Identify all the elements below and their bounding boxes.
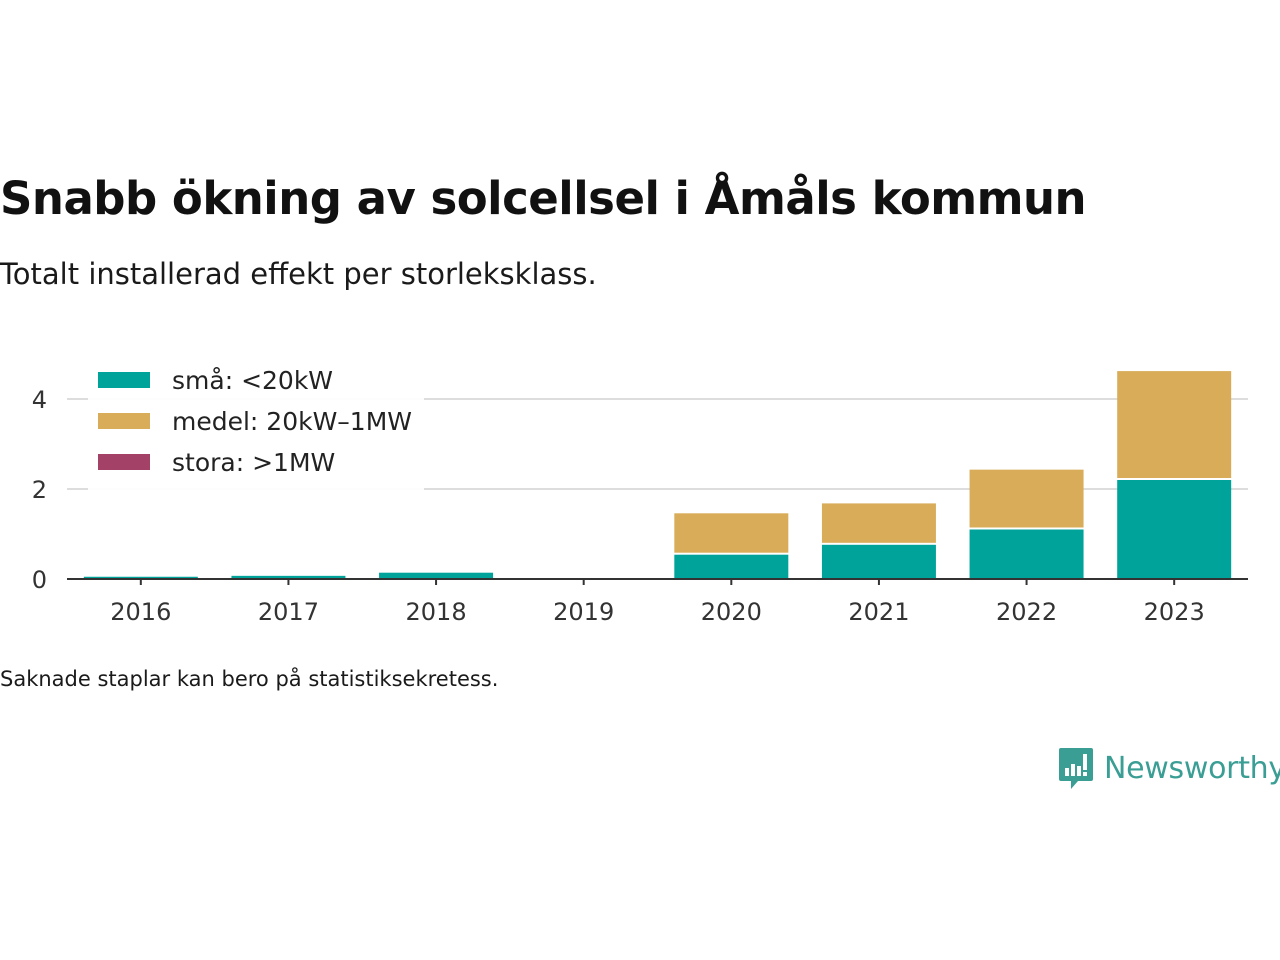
y-tick-label-2: 2 xyxy=(32,476,47,504)
legend-swatch-1 xyxy=(98,413,150,429)
bars xyxy=(83,371,1232,579)
bar-2020-series-1 xyxy=(674,513,789,553)
bar-2020-series-0 xyxy=(674,554,789,579)
x-tick-label-2018: 2018 xyxy=(406,598,467,626)
x-tick-label-2022: 2022 xyxy=(996,598,1057,626)
x-tick-label-2021: 2021 xyxy=(848,598,909,626)
y-tick-label-0: 0 xyxy=(32,566,47,594)
newsworthy-logo-icon xyxy=(1059,748,1093,789)
bar-2023-series-1 xyxy=(1117,371,1232,478)
legend-label-2: stora: >1MW xyxy=(172,448,335,477)
x-tick-label-2023: 2023 xyxy=(1144,598,1205,626)
legend-swatch-0 xyxy=(98,372,150,388)
bar-2023-series-0 xyxy=(1117,480,1232,579)
brand: Newsworthy xyxy=(1058,746,1280,790)
bar-2022-series-1 xyxy=(969,469,1084,528)
legend-label-1: medel: 20kW–1MW xyxy=(172,407,412,436)
chart-subtitle: Totalt installerad effekt per storlekskl… xyxy=(0,257,597,291)
legend: små: <20kW medel: 20kW–1MW stora: >1MW xyxy=(88,366,424,490)
x-tick-label-2017: 2017 xyxy=(258,598,319,626)
chart-title: Snabb ökning av solcellsel i Åmåls kommu… xyxy=(0,172,1087,225)
stacked-bar-chart: 0 2 4 2016 2017 2018 2019 2020 2021 2022 2023 små… xyxy=(32,366,1248,626)
brand-name: Newsworthy xyxy=(1104,750,1280,786)
bar-2021-series-0 xyxy=(821,544,936,579)
bar-2021-series-1 xyxy=(821,503,936,543)
y-tick-label-4: 4 xyxy=(32,386,47,414)
bar-2016-series-0 xyxy=(83,576,198,579)
y-axis: 0 2 4 xyxy=(32,386,47,594)
x-tick-label-2016: 2016 xyxy=(110,598,171,626)
x-tick-label-2020: 2020 xyxy=(701,598,762,626)
legend-label-0: små: <20kW xyxy=(172,366,333,395)
bar-2018-series-0 xyxy=(379,572,494,579)
bar-2022-series-0 xyxy=(969,529,1084,579)
x-tick-label-2019: 2019 xyxy=(553,598,614,626)
bar-2017-series-0 xyxy=(231,575,346,579)
x-axis: 2016 2017 2018 2019 2020 2021 2022 2023 xyxy=(67,578,1248,626)
legend-swatch-2 xyxy=(98,454,150,470)
footnote: Saknade staplar kan bero på statistiksek… xyxy=(0,667,499,691)
